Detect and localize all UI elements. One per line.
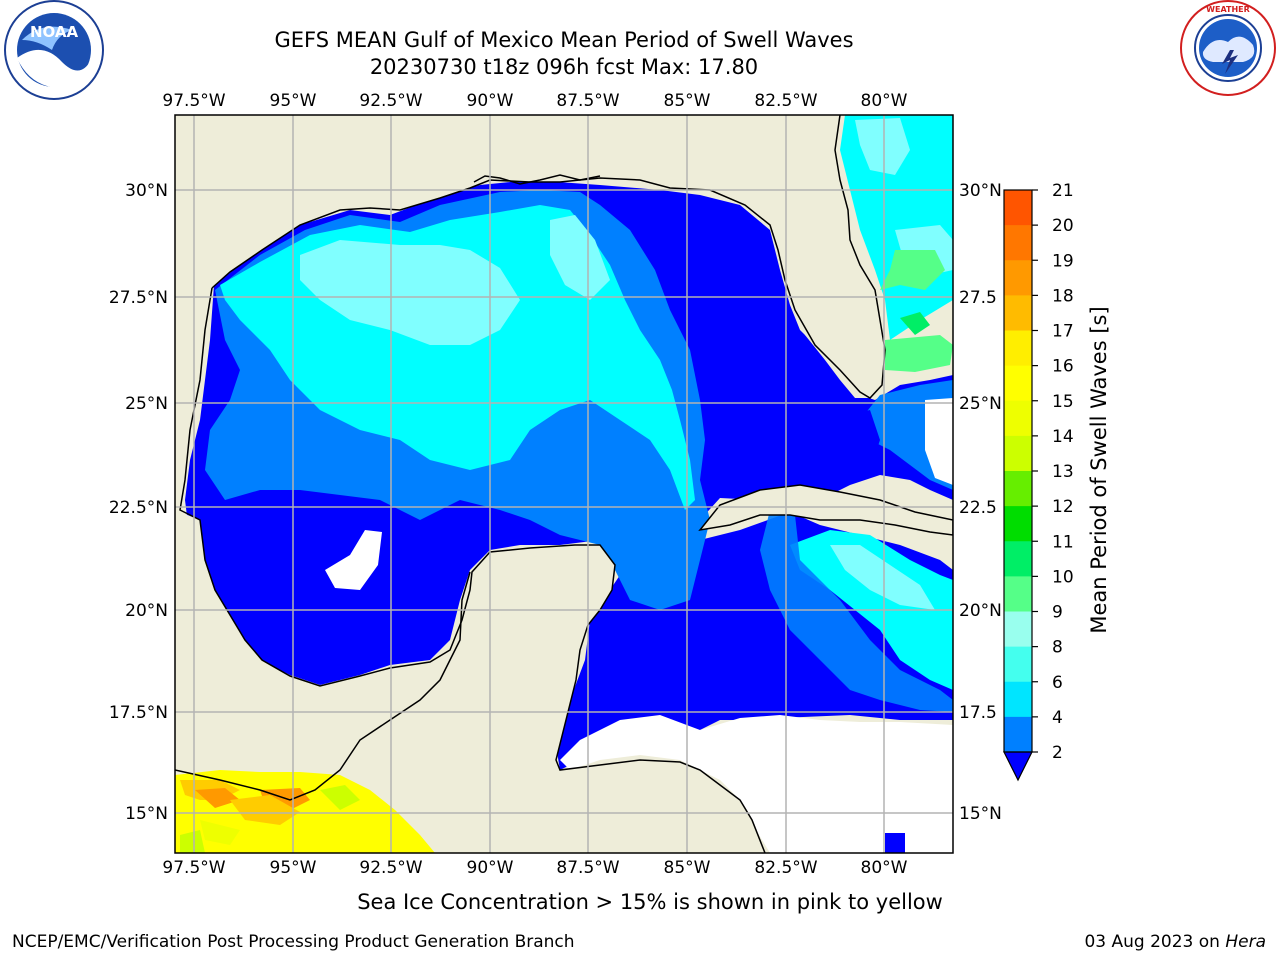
colorbar-label: Mean Period of Swell Waves [s]: [1087, 306, 1111, 633]
noaa-logo: NOAA: [4, 0, 104, 100]
lon-label: 97.5°W: [162, 858, 225, 878]
colorbar-tick-label: 15: [1052, 392, 1074, 412]
colorbar-tick-label: 14: [1052, 427, 1074, 447]
lat-label: 25°N: [125, 394, 168, 414]
colorbar-segment: [1004, 260, 1032, 296]
lat-label: 25°N: [959, 394, 1002, 414]
lon-labels-top: 97.5°W 95°W 92.5°W 90°W 87.5°W 85°W 82.5…: [162, 91, 907, 111]
lon-label: 92.5°W: [359, 91, 422, 111]
colorbar-tick-label: 8: [1052, 638, 1063, 658]
colorbar-segment: [1004, 365, 1032, 402]
lat-label: 27.5: [959, 288, 997, 308]
lat-label: 22.5°N: [109, 498, 168, 518]
central-america-land: [560, 760, 765, 853]
lon-label: 95°W: [270, 858, 317, 878]
map-frame: [174, 114, 954, 854]
footer-host: Hera: [1225, 932, 1266, 952]
lat-label: 20°N: [125, 601, 168, 621]
svg-text:WEATHER: WEATHER: [1206, 5, 1250, 14]
colorbar-segment: [1004, 611, 1032, 648]
lat-label: 17.5: [959, 703, 997, 723]
florida-land: [780, 180, 885, 398]
colorbar-tick-label: 12: [1052, 497, 1074, 517]
lon-label: 92.5°W: [359, 858, 422, 878]
colorbar-segment: [1004, 190, 1032, 226]
colorbar-tick-label: 17: [1052, 322, 1074, 342]
sea-ice-note: Sea Ice Concentration > 15% is shown in …: [357, 890, 943, 914]
lat-label: 20°N: [959, 601, 1002, 621]
colorbar-segment: [1004, 716, 1032, 753]
nodata-patch: [325, 530, 382, 590]
lon-labels-bottom: 97.5°W 95°W 92.5°W 90°W 87.5°W 85°W 82.5…: [162, 858, 907, 878]
chart-title: GEFS MEAN Gulf of Mexico Mean Period of …: [274, 28, 854, 52]
ocean-band-8-9: [300, 240, 520, 345]
lon-label: 87.5°W: [556, 858, 619, 878]
footer-credit: NCEP/EMC/Verification Post Processing Pr…: [12, 932, 575, 952]
colorbar-tick-label: 11: [1052, 532, 1074, 552]
lat-label: 22.5: [959, 498, 997, 518]
lon-label: 95°W: [270, 91, 317, 111]
lon-label: 82.5°W: [754, 858, 817, 878]
colorbar: 21 20 19 18 17 16 15 14 13 12 11 10 9 8 6 4 2: [1003, 181, 1074, 782]
lon-label: 87.5°W: [556, 91, 619, 111]
lat-label: 17.5°N: [109, 703, 168, 723]
chart-subtitle: 20230730 t18z 096h fcst Max: 17.80: [369, 55, 759, 79]
colorbar-tick-label: 9: [1052, 603, 1063, 623]
coastlines: [175, 115, 886, 853]
lat-label: 27.5°N: [109, 288, 168, 308]
colorbar-tick-label: 20: [1052, 216, 1074, 236]
colorbar-tick-label: 6: [1052, 673, 1063, 693]
lon-label: 97.5°W: [162, 91, 225, 111]
lat-labels-right: 30°N 27.5 25°N 22.5 20°N 17.5 15°N: [959, 181, 1002, 824]
colorbar-tick-label: 13: [1052, 462, 1074, 482]
lat-label: 15°N: [125, 804, 168, 824]
colorbar-tick-label: 2: [1052, 743, 1063, 763]
lon-label: 85°W: [664, 858, 711, 878]
nws-logo: WEATHER: [1180, 0, 1276, 96]
colorbar-tick-label: 10: [1052, 567, 1074, 587]
lon-label: 80°W: [861, 91, 908, 111]
noaa-logo-text: NOAA: [30, 23, 79, 41]
colorbar-extend-arrow: [1003, 751, 1033, 782]
lat-labels-left: 30°N 27.5°N 25°N 22.5°N 20°N 17.5°N 15°N: [109, 181, 168, 824]
colorbar-segment: [1004, 400, 1032, 437]
lat-label: 15°N: [959, 804, 1002, 824]
colorbar-tick-label: 16: [1052, 357, 1074, 377]
lon-label: 82.5°W: [754, 91, 817, 111]
yucatan-land: [175, 545, 615, 853]
sea-ice-region: [175, 770, 435, 853]
footer-date-text: 03 Aug 2023 on: [1084, 932, 1220, 952]
colorbar-segment: [1004, 435, 1032, 472]
colorbar-segment: [1004, 681, 1032, 718]
lon-label: 80°W: [861, 858, 908, 878]
footer-date: 03 Aug 2023 on Hera: [1084, 932, 1266, 952]
colorbar-tick-label: 4: [1052, 708, 1063, 728]
colorbar-segment: [1004, 295, 1032, 331]
lon-label: 85°W: [664, 91, 711, 111]
colorbar-tick-label: 18: [1052, 286, 1074, 306]
colorbar-tick-label: 19: [1052, 251, 1074, 271]
lon-label: 90°W: [467, 858, 514, 878]
colorbar-segment: [1004, 646, 1032, 683]
us-coast-land: [175, 115, 880, 510]
colorbar-segment: [1004, 225, 1032, 261]
map-area: [175, 115, 953, 853]
lat-label: 30°N: [125, 181, 168, 201]
lat-label: 30°N: [959, 181, 1002, 201]
colorbar-tick-label: 21: [1052, 181, 1074, 201]
lon-label: 90°W: [467, 91, 514, 111]
colorbar-segment: [1004, 330, 1032, 367]
colorbar-segment: [1004, 471, 1032, 507]
colorbar-segment: [1004, 506, 1032, 542]
graticule: [175, 115, 953, 853]
colorbar-segment: [1004, 541, 1032, 577]
colorbar-segment: [1004, 576, 1032, 612]
